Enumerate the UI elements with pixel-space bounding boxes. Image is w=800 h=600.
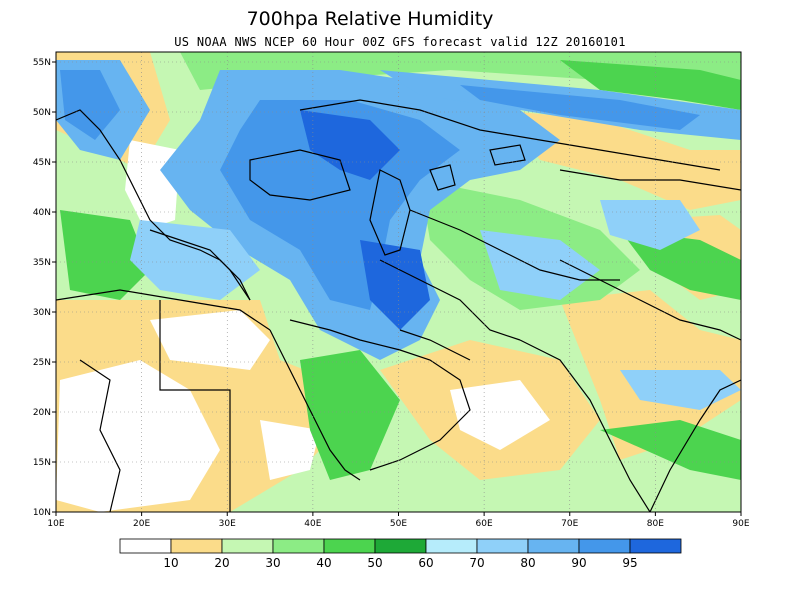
lat-tick-label: 15N [33, 458, 51, 468]
colorbar-swatch [527, 538, 580, 554]
rh-moist-afghan [480, 230, 600, 300]
border-africa-1 [159, 300, 231, 512]
rh-green-band-north [180, 52, 741, 90]
rh-moist-core-inner [220, 100, 460, 310]
colorbar-swatch [476, 538, 529, 554]
colorbar-swatch [578, 538, 631, 554]
map-coastlines [56, 99, 741, 512]
coastline-red-sea [269, 329, 361, 481]
rh-green-band-siberia [560, 60, 741, 110]
rh-dry-spot-arabia [450, 380, 550, 450]
coastline-india [519, 339, 651, 512]
coastline-arabia [289, 319, 471, 471]
colorbar-label: 80 [520, 556, 535, 570]
border-iran [379, 259, 521, 341]
latitude-axis: 10N 15N 20N 25N 30N 35N 40N 45N 50N 55N [33, 58, 56, 518]
lon-tick-label: 10E [47, 519, 64, 529]
coastline-black-sea [249, 149, 351, 201]
rh-field [56, 52, 741, 512]
rh-dry-band-mongolia [500, 110, 741, 210]
rh-moist-india-east [620, 370, 741, 410]
rh-moist-west-deep [60, 70, 120, 140]
lon-tick-label: 60E [476, 519, 493, 529]
colorbar-swatch [323, 538, 376, 554]
rh-green-band-med [60, 210, 150, 300]
lat-tick-label: 55N [33, 58, 51, 68]
colorbar-swatch [221, 538, 274, 554]
coastline-caspian [369, 169, 411, 256]
lon-tick-label: 70E [561, 519, 578, 529]
colorbar-swatch [629, 538, 682, 554]
lon-tick-label: 20E [133, 519, 150, 529]
coastline-aral [429, 164, 456, 191]
rh-moist-east [600, 200, 700, 250]
lon-tick-label: 50E [390, 519, 407, 529]
colorbar-swatch [272, 538, 325, 554]
map-grid [56, 52, 741, 512]
colorbar-label: 95 [622, 556, 637, 570]
rh-green-band-east [620, 230, 741, 300]
colorbar-swatch [119, 538, 172, 554]
lat-tick-label: 40N [33, 208, 51, 218]
colorbar-label: 50 [367, 556, 382, 570]
map-subtitle: US NOAA NWS NCEP 60 Hour 00Z GFS forecas… [174, 35, 626, 49]
lat-tick-label: 25N [33, 358, 51, 368]
lon-tick-label: 40E [304, 519, 321, 529]
lat-tick-label: 45N [33, 158, 51, 168]
border-russia [299, 99, 721, 171]
coastline-africa-north [56, 289, 271, 331]
rh-dry-spot-horn [260, 420, 320, 480]
colorbar-swatch [374, 538, 427, 554]
lat-tick-label: 35N [33, 258, 51, 268]
rh-dry-spot-africa [56, 360, 220, 512]
rh-moist-core-deep [300, 110, 400, 180]
rh-moist-core-iran [360, 240, 430, 330]
coastline-india-east [649, 379, 741, 512]
lat-tick-label: 20N [33, 408, 51, 418]
rh-green-band-india-south [600, 420, 741, 480]
lat-tick-label: 30N [33, 308, 51, 318]
lat-tick-label: 10N [33, 508, 51, 518]
map-title: 700hpa Relative Humidity [246, 8, 494, 30]
border-himalaya [559, 259, 741, 341]
lon-tick-label: 90E [732, 519, 749, 529]
colorbar-swatch [425, 538, 478, 554]
rh-moist-north-band-deep [460, 85, 700, 130]
border-africa-2 [79, 359, 121, 512]
rh-dry-spot-egypt [150, 310, 270, 370]
coastline-balkhash [489, 144, 526, 166]
coastline-persian-gulf [399, 329, 471, 361]
lat-tick-label: 50N [33, 108, 51, 118]
colorbar-label: 40 [316, 556, 331, 570]
lon-tick-label: 80E [647, 519, 664, 529]
border-mongolia [559, 169, 741, 191]
colorbar-label: 20 [214, 556, 229, 570]
colorbar: 10 20 30 40 50 60 70 80 90 95 [119, 538, 682, 570]
colorbar-label: 70 [469, 556, 484, 570]
border-central-asia [409, 209, 620, 281]
rh-green-band-red-sea [300, 350, 400, 480]
coastline-mediterranean [149, 229, 251, 301]
lon-tick-label: 30E [219, 519, 236, 529]
colorbar-label: 60 [418, 556, 433, 570]
longitude-axis: 10E 20E 30E 40E 50E 60E 70E 80E 90E [47, 512, 750, 529]
colorbar-swatch [170, 538, 223, 554]
colorbar-label: 10 [163, 556, 178, 570]
colorbar-label: 90 [571, 556, 586, 570]
colorbar-label: 30 [265, 556, 280, 570]
